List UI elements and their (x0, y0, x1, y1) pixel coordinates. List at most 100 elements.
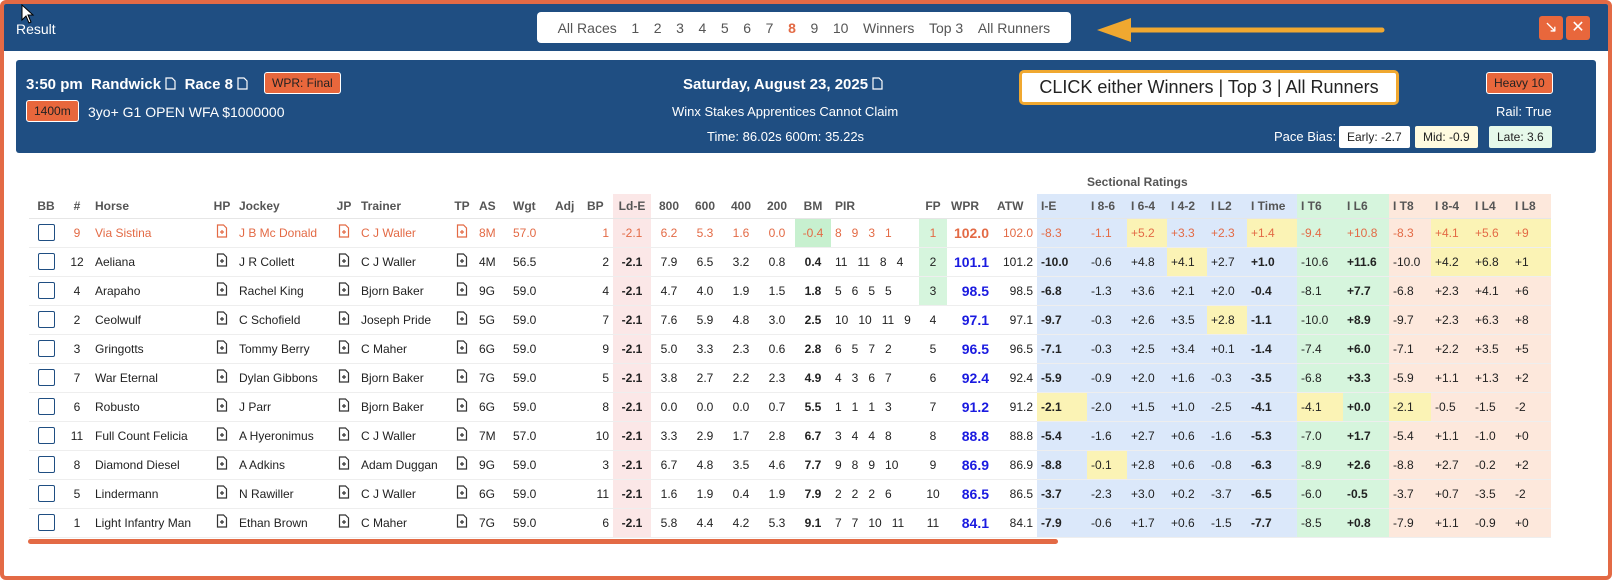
document-icon[interactable] (338, 485, 350, 502)
nav-item-top-3[interactable]: Top 3 (928, 19, 964, 36)
col-header-il6[interactable]: I L6 (1343, 194, 1389, 219)
col-header-ie[interactable]: I-E (1037, 194, 1087, 219)
col-header-fp[interactable]: FP (919, 194, 947, 219)
document-icon[interactable] (338, 456, 350, 473)
nav-item-all-runners[interactable]: All Runners (977, 19, 1051, 36)
col-header-jockey[interactable]: Jockey (235, 194, 331, 219)
col-header-il4[interactable]: I L4 (1471, 194, 1511, 219)
document-icon[interactable] (338, 340, 350, 357)
shrink-icon[interactable]: ↘ (1539, 16, 1563, 40)
nav-item-9[interactable]: 9 (810, 19, 819, 36)
nav-item-6[interactable]: 6 (743, 19, 752, 36)
horizontal-scrollbar[interactable] (28, 539, 1058, 544)
col-header-trainer[interactable]: Trainer (357, 194, 449, 219)
table-row[interactable]: 7 War Eternal Dylan Gibbons Bjorn Baker 7G 59… (29, 363, 1551, 393)
bb-checkbox[interactable] (37, 369, 55, 386)
col-header-jp[interactable]: JP (331, 194, 357, 219)
col-header-bm[interactable]: BM (795, 194, 831, 219)
document-icon[interactable] (338, 398, 350, 415)
document-icon[interactable] (216, 369, 228, 386)
document-icon[interactable] (456, 340, 468, 357)
document-icon[interactable] (216, 224, 228, 241)
nav-item-4[interactable]: 4 (698, 19, 707, 36)
document-icon[interactable] (338, 282, 350, 299)
bb-checkbox[interactable] (37, 514, 55, 531)
col-header-no[interactable]: # (63, 194, 91, 219)
table-row[interactable]: 2 Ceolwulf C Schofield Joseph Pride 5G 59.0 7-… (29, 305, 1551, 335)
col-header-i42[interactable]: I 4-2 (1167, 194, 1207, 219)
table-row[interactable]: 9 Via Sistina J B Mc Donald C J Waller 8M 57.… (29, 218, 1551, 248)
col-header-il2[interactable]: I L2 (1207, 194, 1247, 219)
col-header-wgt[interactable]: Wgt (509, 194, 551, 219)
document-icon[interactable] (338, 427, 350, 444)
document-icon[interactable] (456, 427, 468, 444)
document-icon[interactable] (338, 253, 350, 270)
table-row[interactable]: 8 Diamond Diesel A Adkins Adam Duggan 9G 59.0… (29, 450, 1551, 480)
col-header-pir[interactable]: PIR (831, 194, 919, 219)
nav-item-10[interactable]: 10 (832, 19, 849, 36)
bb-checkbox[interactable] (37, 282, 55, 299)
document-icon[interactable] (216, 456, 228, 473)
nav-item-5[interactable]: 5 (720, 19, 729, 36)
col-header-i86[interactable]: I 8-6 (1087, 194, 1127, 219)
col-header-as[interactable]: AS (475, 194, 509, 219)
col-header-m600[interactable]: 600 (687, 194, 723, 219)
col-header-m800[interactable]: 800 (651, 194, 687, 219)
document-icon[interactable] (216, 485, 228, 502)
document-icon[interactable] (456, 398, 468, 415)
bb-checkbox[interactable] (37, 427, 55, 444)
document-icon[interactable] (456, 485, 468, 502)
table-row[interactable]: 3 Gringotts Tommy Berry C Maher 6G 59.0 9 -2.1 5… (29, 334, 1551, 364)
document-icon[interactable] (216, 311, 228, 328)
document-icon[interactable] (456, 456, 468, 473)
bb-checkbox[interactable] (37, 485, 55, 502)
document-icon[interactable] (216, 514, 228, 531)
col-header-it8[interactable]: I T8 (1389, 194, 1431, 219)
nav-item-all-races[interactable]: All Races (557, 19, 617, 36)
document-icon[interactable] (456, 311, 468, 328)
document-icon[interactable] (237, 77, 248, 90)
col-header-tp[interactable]: TP (449, 194, 475, 219)
table-row[interactable]: 6 Robusto J Parr Bjorn Baker 6G 59.0 8 -2.1 0.0 0… (29, 392, 1551, 422)
col-header-atw[interactable]: ATW (993, 194, 1037, 219)
table-row[interactable]: 4 Arapaho Rachel King Bjorn Baker 9G 59.0 4 -2.… (29, 276, 1551, 306)
bb-checkbox[interactable] (37, 456, 55, 473)
nav-item-3[interactable]: 3 (676, 19, 684, 36)
col-header-adj[interactable]: Adj (551, 194, 583, 219)
table-row[interactable]: 11 Full Count Felicia A Hyeronimus C J Wall… (29, 421, 1551, 451)
document-icon[interactable] (456, 369, 468, 386)
table-row[interactable]: 1 Light Infantry Man Ethan Brown C Maher 7G 5… (29, 508, 1551, 538)
close-icon[interactable]: ✕ (1566, 16, 1590, 40)
col-header-il8[interactable]: I L8 (1511, 194, 1551, 219)
document-icon[interactable] (338, 224, 350, 241)
document-icon[interactable] (216, 427, 228, 444)
document-icon[interactable] (456, 253, 468, 270)
nav-item-1[interactable]: 1 (631, 19, 640, 36)
nav-item-8[interactable]: 8 (788, 19, 796, 36)
document-icon[interactable] (456, 224, 468, 241)
bb-checkbox[interactable] (37, 311, 55, 328)
col-header-i64[interactable]: I 6-4 (1127, 194, 1167, 219)
col-header-itime[interactable]: I Time (1247, 194, 1297, 219)
col-header-i84[interactable]: I 8-4 (1431, 194, 1471, 219)
col-header-lde[interactable]: Ld-E (613, 194, 651, 219)
document-icon[interactable] (338, 369, 350, 386)
col-header-horse[interactable]: Horse (91, 194, 209, 219)
col-header-wpr[interactable]: WPR (947, 194, 993, 219)
col-header-bb[interactable]: BB (29, 194, 63, 219)
col-header-m400[interactable]: 400 (723, 194, 759, 219)
table-row[interactable]: 12 Aeliana J R Collett C J Waller 4M 56.5 2 -2.… (29, 247, 1551, 277)
nav-item-winners[interactable]: Winners (863, 19, 915, 36)
document-icon[interactable] (338, 514, 350, 531)
bb-checkbox[interactable] (37, 224, 55, 241)
col-header-hp[interactable]: HP (209, 194, 235, 219)
bb-checkbox[interactable] (37, 340, 55, 357)
col-header-bp[interactable]: BP (583, 194, 613, 219)
col-header-m200[interactable]: 200 (759, 194, 795, 219)
col-header-it6[interactable]: I T6 (1297, 194, 1343, 219)
document-icon[interactable] (165, 77, 176, 90)
document-icon[interactable] (456, 514, 468, 531)
document-icon[interactable] (338, 311, 350, 328)
document-icon[interactable] (872, 77, 883, 90)
document-icon[interactable] (216, 398, 228, 415)
